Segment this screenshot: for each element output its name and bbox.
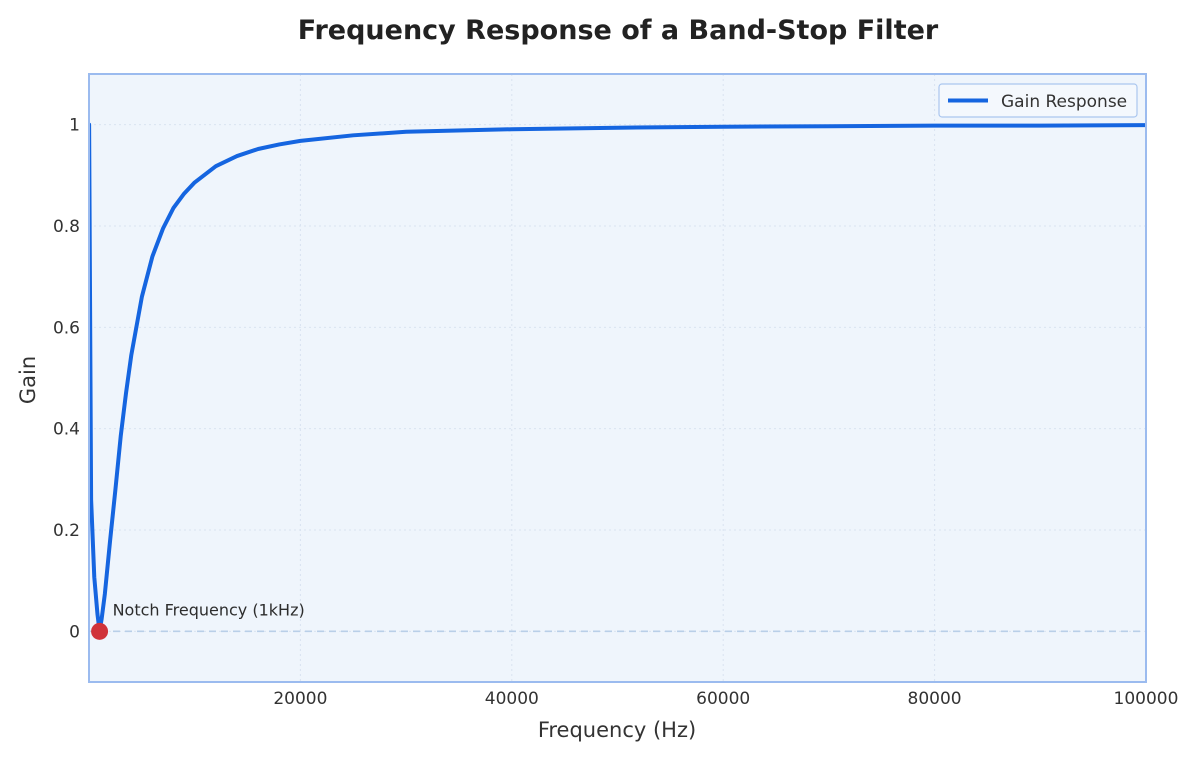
x-tick-label: 100000: [1114, 689, 1179, 709]
x-tick-label: 80000: [908, 689, 962, 709]
y-tick-label: 0.8: [53, 217, 80, 237]
annotations: Notch Frequency (1kHz): [91, 600, 305, 640]
y-axis-label: Gain: [16, 356, 40, 404]
notch-annotation-label: Notch Frequency (1kHz): [113, 600, 305, 619]
x-tick-label: 60000: [696, 689, 750, 709]
x-axis-ticks: 20000 40000 60000 80000 100000: [273, 689, 1178, 709]
notch-marker: [91, 622, 109, 640]
plot-area: [89, 74, 1146, 682]
x-tick-label: 20000: [273, 689, 327, 709]
plot-border: [88, 73, 1147, 683]
y-tick-label: 0: [69, 622, 80, 642]
y-tick-label: 0.4: [53, 420, 80, 440]
y-axis-ticks: 0 0.2 0.4 0.6 0.8 1: [53, 116, 80, 643]
y-tick-label: 1: [69, 116, 80, 136]
x-tick-label: 40000: [485, 689, 539, 709]
legend-box: [938, 83, 1138, 118]
series-layer: [89, 122, 1146, 634]
legend-label-gain-response: Gain Response: [1001, 92, 1127, 112]
y-tick-label: 0.2: [53, 521, 80, 541]
y-tick-label: 0.6: [53, 318, 80, 338]
x-axis-label: Frequency (Hz): [538, 718, 696, 742]
series-line-gain-response: [89, 122, 1146, 634]
legend: Gain Response: [938, 83, 1138, 118]
chart-title: Frequency Response of a Band-Stop Filter: [298, 15, 939, 46]
